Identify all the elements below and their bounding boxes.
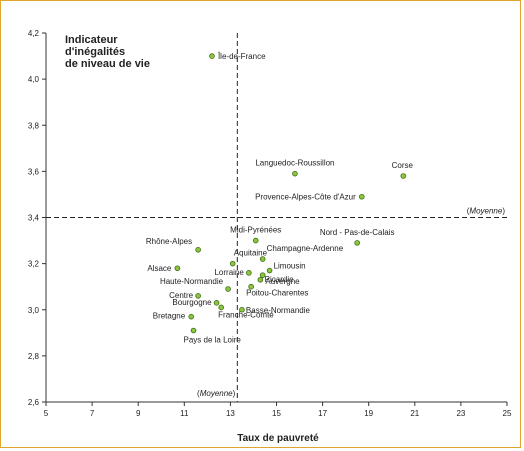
data-point [358,193,365,200]
x-tick-label: 17 [318,409,327,418]
point-label: Centre [169,291,194,300]
data-point [400,173,407,179]
point-label: Languedoc-Roussillon [255,159,334,168]
mean-y-label: (Moyenne) [467,207,506,216]
x-tick-label: 11 [180,409,189,418]
data-point [246,270,252,276]
x-tick-label: 19 [364,409,373,418]
point-label: Pays de la Loire [184,336,242,345]
x-tick-label: 5 [44,409,49,418]
x-tick-label: 13 [226,409,235,418]
x-tick-label: 25 [503,409,512,418]
y-tick-label: 3,6 [28,167,40,176]
point-label: Midi-Pyrénées [230,226,281,235]
point-label: Bourgogne [172,298,212,307]
data-point [174,265,181,272]
data-point [292,170,298,177]
data-point [239,306,245,313]
x-tick-label: 9 [136,409,141,418]
data-point [257,276,264,283]
data-point [188,313,195,320]
data-point [252,237,259,244]
data-point [259,256,266,262]
mean-lines: (Moyenne) (Moyenne) [46,33,507,402]
y-tick-label: 3,4 [28,214,40,223]
point-label: Picardie [265,275,294,284]
x-axis-title: Taux de pauvreté [237,433,319,444]
point-labels: Île-de-France Languedoc-Roussillon Corse Pr… [146,52,414,344]
point-label: Corse [392,161,414,170]
x-tick-label: 23 [456,409,465,418]
point-label: Basse-Normandie [246,306,311,315]
data-point [218,304,224,311]
data-point [209,53,215,59]
y-axis-title-line-1: Indicateur [65,34,118,46]
data-point [195,246,201,253]
point-label: Limousin [274,262,306,271]
y-axis-title-line-2: d'inégalités [65,46,125,58]
point-label: Rhône-Alpes [146,237,192,246]
point-label: Champagne-Ardenne [267,244,344,253]
axes [45,33,507,403]
y-tick-label: 4,0 [28,75,40,84]
data-point [259,272,266,278]
y-tick-label: 4,2 [28,29,40,38]
y-tick-label: 3,0 [28,306,40,315]
y-tick-label: 3,8 [28,121,40,130]
y-axis-title-line-3: de niveau de vie [65,58,150,70]
data-point [195,293,201,299]
data-point [229,260,236,267]
data-point [354,240,360,246]
point-label: Auvergne [265,277,300,286]
point-label: Nord - Pas-de-Calais [320,228,395,237]
mean-x-label: (Moyenne) [197,389,236,398]
point-label: Bretagne [153,312,186,321]
x-tick-label: 15 [272,409,281,418]
point-label: Alsace [147,264,172,273]
point-label: Lorraine [214,268,244,277]
point-label: Aquitaine [234,249,268,258]
x-tick-label: 7 [90,409,95,418]
data-point [190,327,197,334]
point-label: Poitou-Charentes [246,289,308,298]
x-tick-label: 21 [410,409,419,418]
y-tick-label: 2,8 [28,352,40,361]
data-point [248,283,254,290]
data-point [266,267,273,274]
point-label: Provence-Alpes-Côte d'Azur [255,193,356,202]
point-label: Île-de-France [217,52,266,61]
data-points [174,53,407,334]
y-tick-label: 2,6 [28,398,40,407]
data-point [213,300,220,306]
y-tick-label: 3,2 [28,260,40,269]
axis-ticks: 2,6 2,8 3,0 3,2 3,4 3,6 3,8 4,0 4,2 5 7 9 11 13 15 17 19… [28,29,512,418]
data-point [225,286,231,292]
point-label: Haute-Normandie [160,277,224,286]
point-label: Franche-Comté [218,310,274,319]
